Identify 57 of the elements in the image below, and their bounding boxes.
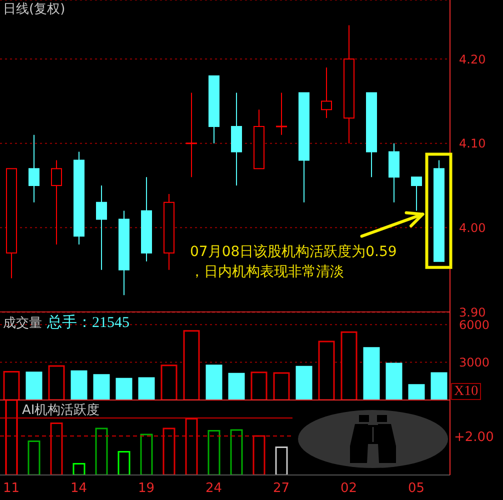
bar [363, 347, 380, 400]
bar [50, 422, 63, 475]
candlestick [96, 185, 107, 270]
bar [273, 372, 290, 400]
bar [230, 429, 243, 475]
bar [250, 372, 268, 400]
bar [340, 331, 358, 400]
bar [93, 374, 110, 400]
bar [228, 372, 245, 400]
bar [208, 430, 220, 475]
bar [206, 364, 222, 400]
candlestick [411, 176, 422, 212]
x-tick-label: 11 [2, 481, 20, 496]
chart-subtitle: 总手：21545 [47, 315, 130, 331]
bar [275, 446, 288, 475]
bar [70, 370, 88, 400]
bar [95, 428, 108, 475]
bar [183, 330, 200, 400]
bar [72, 463, 86, 475]
candlestick [51, 160, 62, 246]
y-tick-label: 4.20 [459, 52, 486, 66]
annotation: 07月08日该股机构活跃度为0.59 [190, 244, 397, 260]
y-tick-label: 3.90 [459, 305, 486, 320]
bar [185, 418, 198, 475]
bar [48, 365, 65, 400]
chart-title: 日线(复权) [3, 2, 66, 17]
chart-title: 成交量 [3, 316, 42, 331]
annotation: ，日内机构表现非常清淡 [190, 264, 344, 280]
bar [430, 372, 448, 400]
x-tick-label: 24 [205, 481, 222, 496]
bar [160, 364, 178, 400]
bar [140, 434, 153, 475]
x-tick-label: 14 [70, 481, 88, 496]
chart-title: AI机构活跃度 [22, 403, 100, 418]
candlestick [321, 66, 332, 119]
bar [386, 362, 402, 400]
y-tick-label: 6000 [459, 318, 490, 332]
bar [408, 384, 425, 400]
bar [296, 366, 312, 400]
y-tick-label: 3000 [459, 356, 490, 370]
bar [252, 435, 266, 475]
candlestick [28, 134, 40, 203]
bar [26, 372, 42, 400]
bar [318, 340, 335, 400]
y-tick-label: 4.00 [459, 220, 486, 235]
bar [138, 377, 155, 400]
bar [28, 440, 40, 475]
x-tick-label: 02 [340, 481, 358, 496]
bar [162, 428, 176, 475]
y-tick-label: 4.10 [459, 136, 486, 151]
bar [116, 378, 132, 400]
x-tick-label: 19 [138, 481, 155, 496]
x-tick-label: 05 [408, 481, 425, 496]
y-axis-title: X10 [454, 384, 478, 399]
text: +2.00 [454, 430, 494, 445]
bar [118, 451, 130, 475]
x-tick-label: 27 [272, 481, 290, 496]
